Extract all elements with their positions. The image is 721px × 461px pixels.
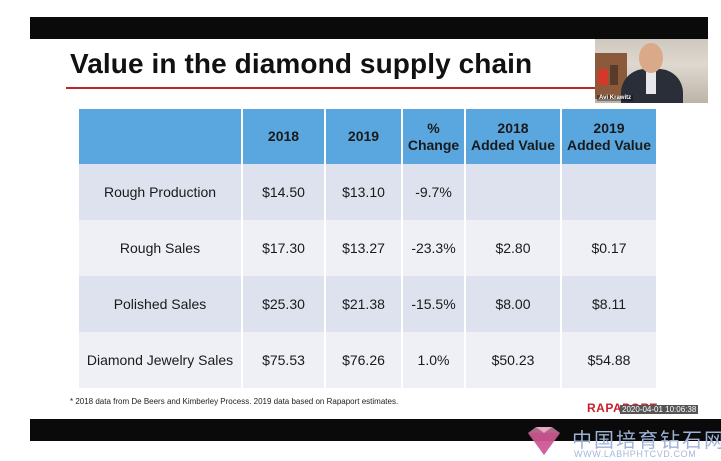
table-row: Polished Sales $25.30 $21.38 -15.5% $8.0…: [79, 276, 656, 332]
table-cell: [562, 164, 656, 220]
supply-chain-table: 2018 2019 % Change 2018 Added Value 2019 Ad…: [77, 109, 658, 388]
table-cell: $0.17: [562, 220, 656, 276]
slide-title: Value in the diamond supply chain: [70, 48, 533, 79]
table-cell: Polished Sales: [79, 276, 241, 332]
top-black-bar: [30, 17, 708, 39]
table-cell: $2.80: [466, 220, 560, 276]
table-cell: $76.26: [326, 332, 401, 388]
table-cell: Diamond Jewelry Sales: [79, 332, 241, 388]
header-cell-change: % Change: [403, 109, 464, 164]
table-cell: $54.88: [562, 332, 656, 388]
presenter-head: [639, 43, 663, 73]
footnote: * 2018 data from De Beers and Kimberley …: [70, 397, 399, 406]
watermark-url: WWW.LABHPHTCVD.COM: [574, 449, 697, 459]
book: [610, 65, 618, 85]
table-row: Rough Production $14.50 $13.10 -9.7%: [79, 164, 656, 220]
table-header-row: 2018 2019 % Change 2018 Added Value 2019 Ad…: [79, 109, 656, 164]
header-cell-2018-added: 2018 Added Value: [466, 109, 560, 164]
table-cell: $14.50: [243, 164, 324, 220]
presentation-slide: Value in the diamond supply chain Avi Kr…: [30, 39, 708, 419]
table-cell: 1.0%: [403, 332, 464, 388]
table-row: Rough Sales $17.30 $13.27 -23.3% $2.80 $…: [79, 220, 656, 276]
table-cell: $75.53: [243, 332, 324, 388]
presenter-video-thumbnail[interactable]: Avi Krawitz: [595, 39, 708, 103]
header-cell-2019-added: 2019 Added Value: [562, 109, 656, 164]
title-underline: [66, 87, 626, 89]
presenter-name: Avi Krawitz: [597, 95, 634, 101]
table-cell: $13.27: [326, 220, 401, 276]
table-cell: -15.5%: [403, 276, 464, 332]
book: [598, 69, 608, 85]
timestamp: 2020-04-01 10:06:38: [620, 405, 699, 414]
table-cell: $13.10: [326, 164, 401, 220]
table-cell: $25.30: [243, 276, 324, 332]
table-cell: [466, 164, 560, 220]
table-cell: $17.30: [243, 220, 324, 276]
header-cell-2018: 2018: [243, 109, 324, 164]
table-cell: $8.11: [562, 276, 656, 332]
table-cell: $21.38: [326, 276, 401, 332]
table-cell: -23.3%: [403, 220, 464, 276]
header-cell-2019: 2019: [326, 109, 401, 164]
diamond-logo-icon: [528, 427, 560, 455]
table-cell: Rough Sales: [79, 220, 241, 276]
table-cell: $50.23: [466, 332, 560, 388]
table-cell: Rough Production: [79, 164, 241, 220]
table-cell: $8.00: [466, 276, 560, 332]
watermark-title: 中国培育钻石网: [572, 430, 721, 452]
header-cell: [79, 109, 241, 164]
table-cell: -9.7%: [403, 164, 464, 220]
presenter-shirt: [646, 70, 656, 94]
table-row: Diamond Jewelry Sales $75.53 $76.26 1.0%…: [79, 332, 656, 388]
